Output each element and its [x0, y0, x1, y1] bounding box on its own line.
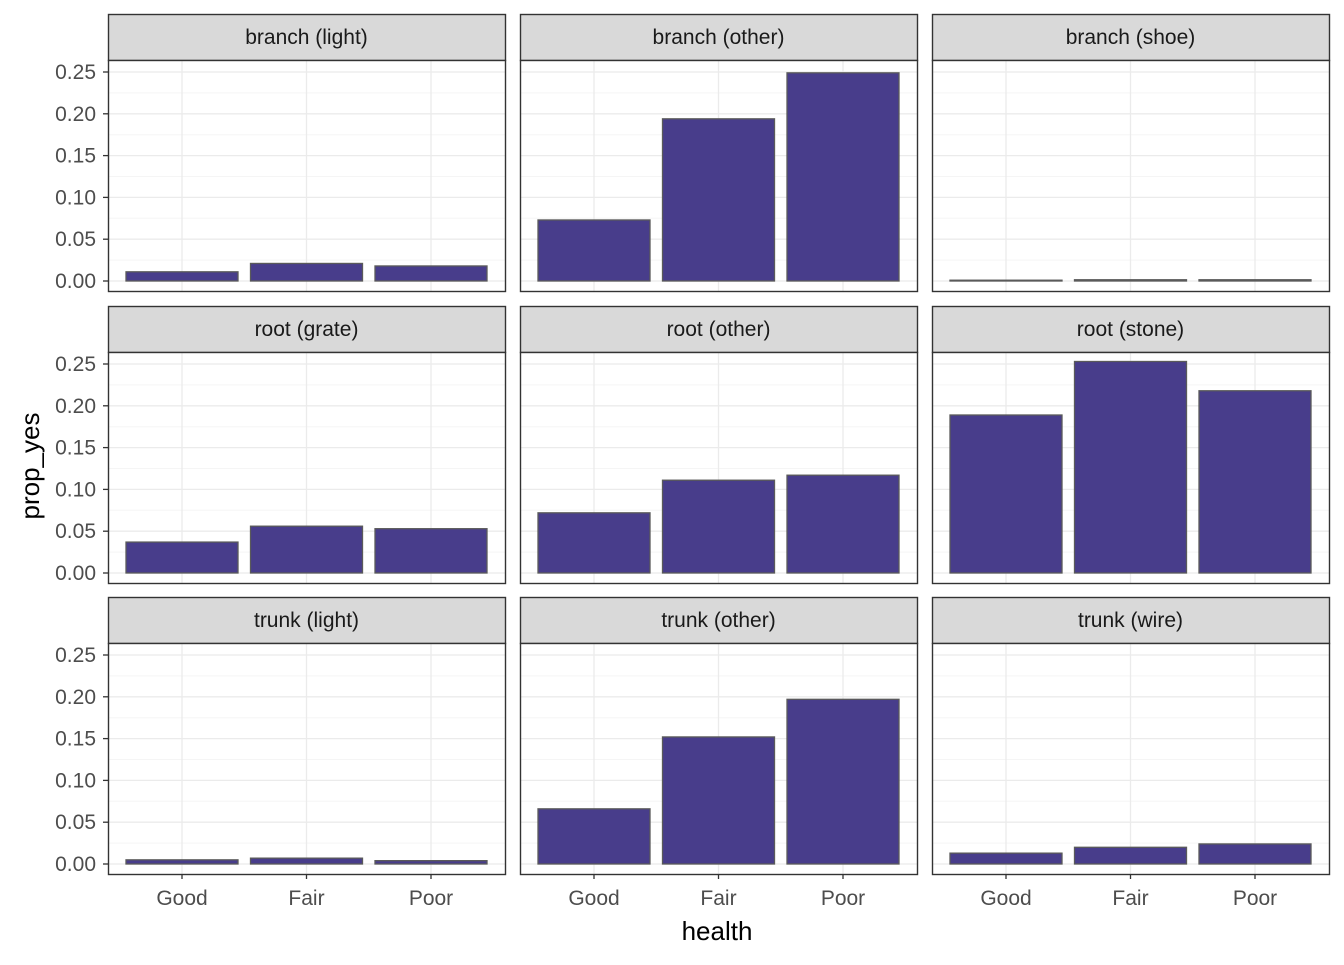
- facet-panel: branch (other): [519, 13, 919, 293]
- facet-strip-label: root (stone): [1077, 318, 1184, 341]
- bar: [661, 118, 776, 282]
- facet-panel: trunk (other) Good Fair Poor: [519, 596, 919, 910]
- facet-strip-label: trunk (light): [254, 609, 359, 632]
- bar: [1198, 390, 1312, 574]
- bar: [374, 265, 488, 282]
- bar: [125, 541, 239, 574]
- facet-panel: trunk (wire) Good Fair Poor: [931, 596, 1331, 910]
- bar: [1073, 279, 1188, 282]
- facet-strip-label: branch (other): [653, 26, 785, 49]
- x-tick-label: Poor: [409, 887, 453, 910]
- bar: [537, 512, 651, 574]
- bar: [249, 525, 364, 574]
- x-tick-label: Poor: [1233, 887, 1277, 910]
- bar: [125, 271, 239, 282]
- y-tick-label: 0.05: [55, 811, 96, 834]
- facet-strip-label: trunk (other): [661, 609, 775, 632]
- panel-border: [931, 59, 1331, 293]
- y-tick-label: 0.05: [55, 228, 96, 251]
- bar: [374, 528, 488, 574]
- facet-strip: [931, 596, 1331, 645]
- facet-strip-label: root (grate): [255, 318, 359, 341]
- y-tick-label: 0.25: [55, 61, 96, 84]
- y-tick-label: 0.00: [55, 270, 96, 293]
- y-tick-label: 0.10: [55, 478, 96, 501]
- panel-border: [107, 59, 507, 293]
- y-tick-label: 0.10: [55, 769, 96, 792]
- bar: [537, 808, 651, 865]
- facet-strip: [107, 596, 507, 645]
- bar: [537, 219, 651, 282]
- facet-strip: [107, 305, 507, 354]
- panel-border: [519, 351, 919, 585]
- bar: [786, 72, 900, 282]
- facet-strip-label: trunk (wire): [1078, 609, 1183, 632]
- facet-strip: [931, 305, 1331, 354]
- facet-strip: [519, 305, 919, 354]
- bar: [1198, 843, 1312, 865]
- bar: [249, 262, 364, 282]
- x-tick-label: Fair: [288, 887, 324, 910]
- facet-strip-label: branch (light): [245, 26, 368, 49]
- y-tick-label: 0.25: [55, 644, 96, 667]
- bar: [949, 414, 1063, 574]
- y-tick-label: 0.15: [55, 437, 96, 460]
- y-tick-label: 0.20: [55, 103, 96, 126]
- bar: [374, 860, 488, 865]
- y-tick-label: 0.15: [55, 145, 96, 168]
- facet-strip: [107, 13, 507, 62]
- facet-panel: branch (light) 0.00 0.05 0.10 0.15 0.20 0.25: [55, 13, 507, 293]
- facet-strip-label: root (other): [667, 318, 771, 341]
- bar: [1198, 279, 1312, 282]
- bar: [249, 857, 364, 865]
- facet-panel: branch (shoe): [931, 13, 1331, 293]
- bar: [1073, 360, 1188, 574]
- y-axis-title: prop_yes: [15, 413, 45, 520]
- x-tick-label: Good: [980, 887, 1031, 910]
- y-tick-label: 0.15: [55, 728, 96, 751]
- bar: [1073, 846, 1188, 865]
- y-tick-label: 0.00: [55, 562, 96, 585]
- y-tick-label: 0.10: [55, 186, 96, 209]
- bar: [661, 736, 776, 865]
- x-tick-label: Fair: [700, 887, 736, 910]
- panel-border: [931, 351, 1331, 585]
- x-axis-title: health: [682, 916, 753, 946]
- bar: [786, 698, 900, 865]
- facet-strip-label: branch (shoe): [1066, 26, 1196, 49]
- x-tick-label: Good: [156, 887, 207, 910]
- x-tick-label: Poor: [821, 887, 865, 910]
- y-tick-label: 0.20: [55, 395, 96, 418]
- y-tick-label: 0.05: [55, 520, 96, 543]
- facet-strip: [931, 13, 1331, 62]
- bar: [661, 479, 776, 574]
- facet-panel: root (stone): [931, 305, 1331, 585]
- panel-border: [107, 351, 507, 585]
- y-tick-label: 0.20: [55, 686, 96, 709]
- bar: [125, 859, 239, 865]
- bar: [786, 474, 900, 574]
- facet-strip: [519, 13, 919, 62]
- bar: [949, 852, 1063, 865]
- panel-border: [519, 59, 919, 293]
- bar: [949, 279, 1063, 282]
- facet-panel: root (other): [519, 305, 919, 585]
- facet-strip: [519, 596, 919, 645]
- facet-panel: trunk (light) 0.00 0.05 0.10 0.15 0.20 0.25 Goo…: [55, 596, 507, 910]
- y-tick-label: 0.00: [55, 853, 96, 876]
- x-tick-label: Good: [568, 887, 619, 910]
- x-tick-label: Fair: [1112, 887, 1148, 910]
- y-tick-label: 0.25: [55, 353, 96, 376]
- facet-panel: root (grate) 0.00 0.05 0.10 0.15 0.20 0.25: [55, 305, 507, 585]
